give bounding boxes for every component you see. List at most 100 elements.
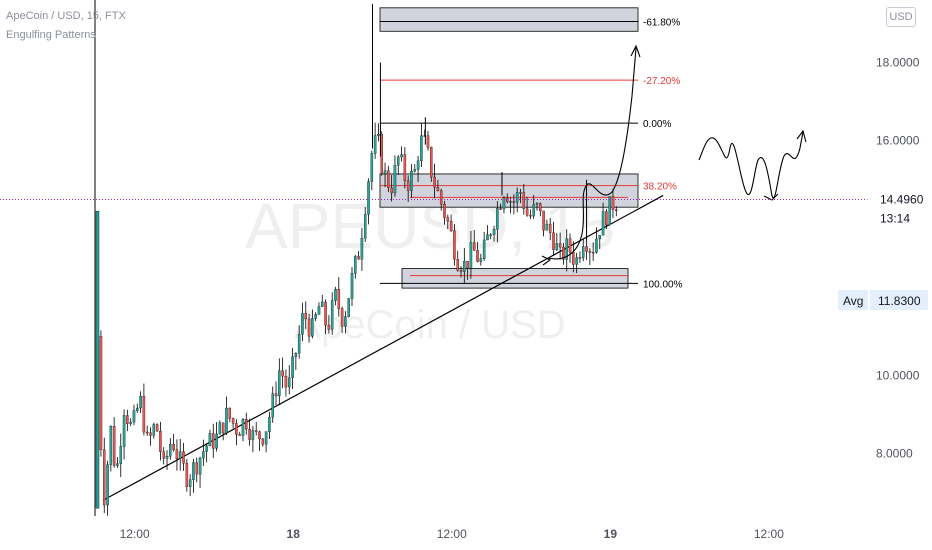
price-badge: 14.4960 13:14	[880, 193, 924, 226]
avg-value: 11.8300	[878, 294, 921, 308]
candle-body	[565, 238, 568, 260]
candle-body	[383, 170, 387, 175]
candle-body	[330, 300, 334, 330]
candle-body	[377, 134, 380, 136]
fib-label: -61.80%	[643, 18, 680, 29]
candle-body	[403, 154, 407, 181]
candle-body	[360, 237, 364, 260]
candle-body	[397, 156, 400, 166]
candle-body	[142, 396, 146, 433]
candle-body	[241, 419, 245, 436]
candle-body	[307, 318, 311, 337]
y-tick-label: 16.0000	[876, 134, 920, 148]
candle-body	[198, 457, 202, 475]
candle-body	[363, 214, 367, 239]
candle-body	[387, 170, 390, 188]
indicator-title[interactable]: Engulfing Patterns	[6, 29, 96, 41]
candle-body	[426, 135, 430, 148]
candle-body	[337, 289, 341, 309]
candle-body	[472, 242, 476, 251]
currency-button[interactable]: USD	[886, 7, 916, 27]
candle-body	[585, 246, 588, 252]
candle-body	[347, 298, 350, 317]
candle-body	[327, 324, 331, 330]
candle-body	[608, 196, 611, 226]
candle-body	[430, 147, 433, 178]
candle-body	[119, 446, 123, 464]
candle-body	[228, 407, 232, 419]
candle-body	[420, 135, 423, 162]
fib-retracement[interactable]: -61.80% -27.20% 0.00% 38.20% 100.00%	[380, 18, 683, 291]
candle-body	[558, 243, 562, 248]
candle-body	[476, 250, 479, 262]
candle-body	[486, 234, 489, 241]
candle-body	[367, 181, 370, 215]
price-badge-countdown: 13:14	[880, 212, 910, 226]
candle-body	[251, 430, 255, 440]
candle-body	[195, 462, 198, 475]
candle-body	[512, 201, 516, 203]
candle-body	[591, 252, 595, 254]
candle-body	[287, 377, 291, 388]
candle-body	[218, 422, 222, 435]
candle-body	[165, 456, 169, 459]
candle-body	[278, 370, 281, 397]
candle-body	[370, 153, 374, 182]
candle-body	[205, 445, 208, 452]
candle-body	[112, 426, 116, 466]
candle-body	[545, 223, 549, 231]
candle-body	[499, 208, 502, 210]
candle-body	[469, 242, 473, 269]
fib-zone	[401, 268, 629, 289]
x-tick-label: 19	[604, 527, 618, 541]
candle-body	[281, 370, 284, 377]
candle-body	[304, 313, 308, 320]
y-tick-label: 10.0000	[876, 368, 920, 382]
candle-body	[552, 232, 555, 250]
candle-body	[344, 316, 347, 327]
candle-body	[126, 415, 129, 424]
candle-body	[522, 192, 526, 209]
candle-body	[159, 431, 162, 452]
x-tick-label: 12:00	[437, 527, 467, 541]
candle-body	[192, 462, 195, 480]
candle-body	[449, 221, 453, 231]
candle-body	[433, 176, 436, 188]
candle-body	[129, 421, 132, 424]
candle-body	[245, 419, 248, 430]
candle-body	[459, 270, 463, 272]
candle-body	[271, 393, 274, 418]
candle-body	[400, 154, 403, 158]
candle-body	[182, 451, 185, 464]
candle-body	[605, 211, 608, 226]
fib-label: -27.20%	[643, 76, 680, 87]
candle-body	[410, 171, 413, 191]
candle-body	[502, 197, 506, 210]
candle-body	[456, 259, 459, 271]
candle-body	[446, 217, 450, 222]
symbol-title[interactable]: ApeCoin / USD, 15, FTX	[6, 10, 126, 22]
candle-body	[578, 257, 582, 259]
candle-body	[139, 396, 142, 409]
candle-body	[212, 433, 215, 449]
candle-body	[145, 431, 149, 434]
price-axis[interactable]: 18.0000 16.0000 10.0000 8.0000	[876, 56, 920, 461]
candle-body	[172, 444, 175, 451]
candle-body	[238, 434, 241, 436]
candle-body	[178, 451, 182, 459]
candle-body	[106, 464, 109, 506]
candle-body	[254, 430, 258, 432]
candle-body	[598, 235, 602, 240]
candle-body	[268, 416, 271, 432]
candle-body	[466, 261, 469, 269]
y-tick-label: 8.0000	[876, 446, 913, 460]
candle-body	[439, 190, 443, 205]
candle-body	[515, 192, 519, 203]
time-axis[interactable]: 12:00 18 12:00 19 12:00	[120, 527, 785, 541]
wave-sketch	[698, 131, 804, 199]
fib-label: 38.20%	[643, 182, 677, 193]
fib-label: 0.00%	[643, 119, 671, 130]
candle-body	[601, 211, 605, 236]
